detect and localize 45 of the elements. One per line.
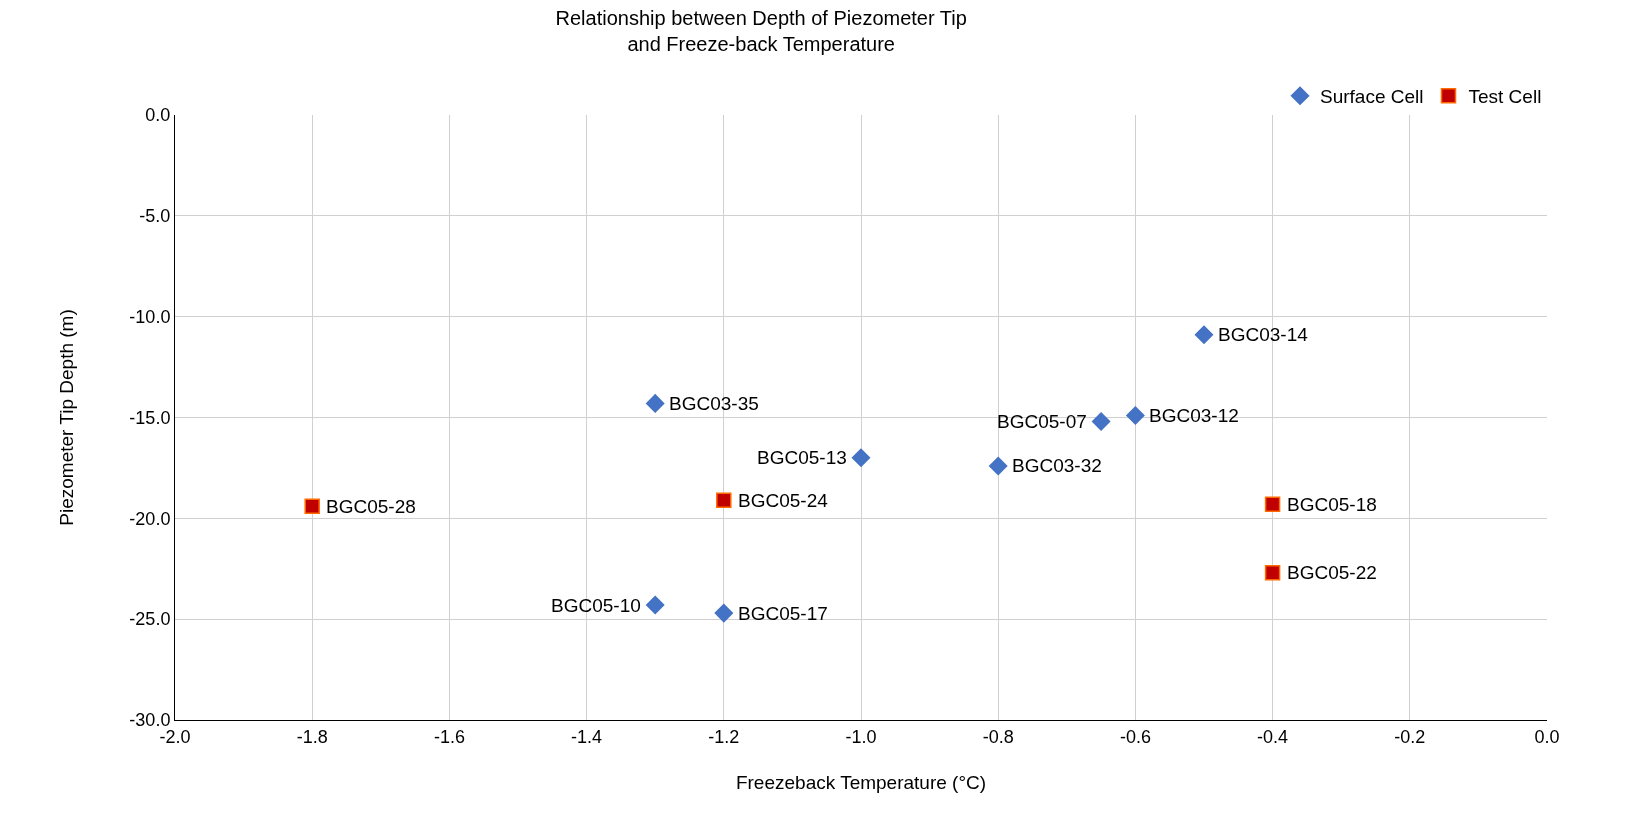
x-tick-label: 0.0: [1534, 726, 1560, 747]
point: [304, 498, 320, 514]
y-tick-label: -20.0: [129, 508, 171, 529]
annotation: BGC03-14: [1218, 324, 1309, 345]
annotation: BGC03-35: [669, 393, 759, 414]
x-tick-label: -1.8: [296, 726, 328, 747]
x-tick-label: -1.4: [571, 726, 603, 747]
point: [1264, 565, 1281, 581]
point: [1264, 496, 1281, 512]
annotation: BGC05-13: [757, 447, 847, 468]
x-tick-label: -0.6: [1119, 726, 1151, 747]
annotation: BGC05-10: [551, 595, 641, 616]
x-tick-label: -0.4: [1257, 726, 1289, 747]
annotation: BGC05-22: [1287, 562, 1377, 583]
point: [1091, 412, 1111, 431]
point: [1126, 406, 1145, 425]
x-tick-label: -1.2: [708, 726, 740, 747]
legend-label: Surface Cell: [1320, 86, 1424, 108]
point: [716, 492, 732, 508]
annotation: BGC05-24: [738, 490, 829, 511]
x-tick-label: -0.8: [982, 726, 1014, 747]
point: [989, 456, 1008, 476]
x-tick-label: -1.6: [433, 726, 465, 747]
y-tick-label: -10.0: [129, 306, 171, 327]
annotation: BGC05-18: [1287, 494, 1377, 515]
legend-label: Test Cell: [1468, 86, 1542, 108]
annotation: BGC05-28: [326, 496, 416, 517]
x-axis-title: Freezeback Temperature (°C): [735, 772, 987, 794]
point: [714, 603, 733, 623]
point: [646, 394, 665, 413]
y-tick-label: -25.0: [129, 609, 171, 630]
chart-title: Relationship between Depth of Piezometer Tip and Freeze-back Temperature: [555, 7, 967, 56]
y-tick-label: 0.0: [145, 105, 171, 126]
annotation: BGC05-17: [738, 603, 828, 624]
y-axis-title: Piezometer Tip Depth (m): [56, 309, 78, 526]
x-tick-label: -1.0: [845, 726, 877, 747]
point: [851, 448, 871, 468]
point: [646, 595, 665, 615]
y-tick-label: -5.0: [139, 206, 171, 227]
annotation: BGC03-32: [1012, 455, 1102, 476]
annotation: BGC03-12: [1149, 405, 1239, 426]
y-tick-label: -15.0: [129, 407, 171, 428]
annotation: BGC05-07: [997, 411, 1087, 432]
point: [1194, 325, 1214, 345]
x-tick-label: -0.2: [1394, 726, 1426, 747]
